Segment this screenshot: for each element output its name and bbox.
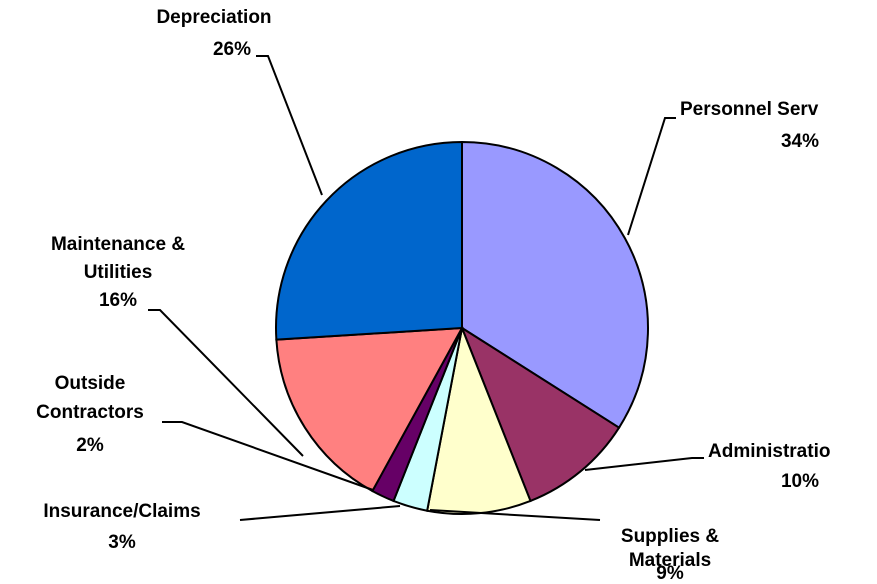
slice-label: Outside Contractors [36, 373, 144, 423]
leader-line [162, 421, 374, 491]
slice-label: Insurance/Claims [43, 501, 200, 522]
slice-value-label: 10% [781, 471, 819, 492]
leader-line [429, 509, 601, 521]
pie-slice [461, 140, 649, 430]
slice-label: Maintenance & Utilities [51, 234, 185, 283]
slice-label: Personnel Serv [680, 99, 819, 120]
slice-label: Depreciation [156, 7, 271, 28]
slice-label: Administratio [708, 441, 830, 462]
leader-line [256, 55, 323, 196]
slice-value-label: 2% [76, 435, 104, 456]
slice-value-label: 16% [99, 290, 137, 311]
leader-line [148, 309, 304, 457]
slice-value-label: 26% [213, 39, 251, 60]
pie-slice [459, 325, 621, 503]
slice-value-label: 3% [108, 532, 136, 553]
pie [275, 140, 649, 515]
labels: Personnel Serv 34% Administratio 10% Supplie… [36, 7, 830, 584]
slice-value-label: 34% [781, 131, 819, 152]
leader-line [584, 457, 704, 471]
pie-slice [275, 326, 464, 493]
leader-line [239, 505, 401, 521]
leader-line [627, 117, 676, 236]
pie-slice [275, 140, 463, 341]
slice-label: Supplies & Materials [621, 526, 719, 571]
slice-value-label: 9% [656, 563, 684, 584]
